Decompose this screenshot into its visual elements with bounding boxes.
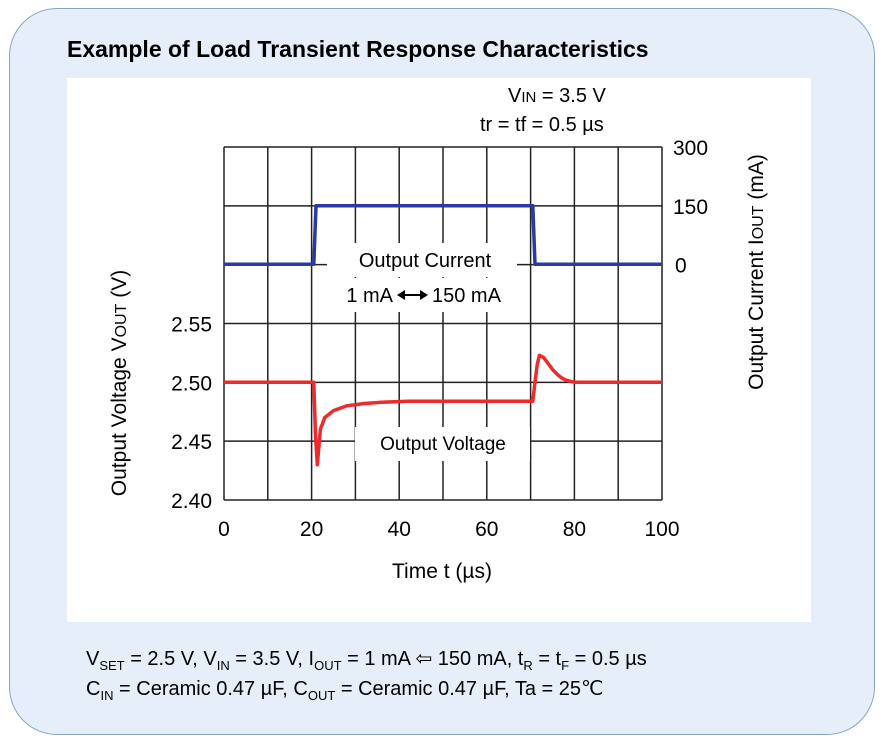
x-tick-label: 20 — [300, 518, 323, 541]
x-tick-label: 80 — [563, 518, 586, 541]
chart-panel — [67, 78, 811, 622]
current-label: Output Current — [359, 250, 492, 272]
conditions-subscript: IN — [216, 658, 230, 673]
y-right-axis-label: Output Current IOUT (mA) — [745, 154, 768, 390]
conditions-text: = Ceramic 0.47 µF, Ta = 25℃ — [335, 678, 604, 700]
y-right-tick-label: 300 — [673, 137, 708, 160]
chart-series — [224, 204, 662, 467]
x-tick-labels: 0 20 40 60 80 100 — [218, 518, 679, 541]
conditions-text: V — [86, 648, 100, 670]
conditions-subscript: OUT — [307, 688, 336, 703]
x-tick-label: 100 — [644, 518, 679, 541]
conditions-subscript: F — [561, 658, 570, 673]
conditions-text: = Ceramic 0.47 µF, C — [113, 678, 308, 700]
conditions-subscript: OUT — [314, 658, 342, 673]
y-left-tick-label: 2.55 — [171, 314, 212, 337]
double-arrow-icon — [397, 290, 428, 300]
x-tick-label: 60 — [475, 518, 498, 541]
conditions-subscript: R — [523, 658, 533, 673]
y-right-tick-label: 0 — [675, 255, 687, 278]
conditions-line-1: VSET = 2.5 V, VIN = 3.5 V, IOUT = 1 mA ⇦… — [86, 646, 647, 673]
conditions-text: = 1 mA ⇦ 150 mA, t — [341, 648, 524, 670]
vin-annotation: VIN = 3.5 V — [508, 85, 606, 107]
x-axis-label: Time t (µs) — [392, 560, 492, 583]
voltage-label-bg — [355, 427, 530, 461]
current-range-high: 150 mA — [432, 285, 502, 307]
x-tick-label: 40 — [388, 518, 411, 541]
conditions-text: = t — [532, 648, 562, 670]
y-left-tick-label: 2.45 — [171, 431, 212, 454]
y-right-tick-labels: 0 150 300 — [673, 137, 708, 278]
conditions-line-2: CIN = Ceramic 0.47 µF, COUT = Ceramic 0.… — [86, 676, 603, 703]
conditions-text: = 2.5 V, V — [124, 648, 217, 670]
tr-tf-annotation: tr = tf = 0.5 µs — [480, 114, 604, 136]
y-left-tick-labels: 2.40 2.45 2.50 2.55 — [171, 314, 212, 514]
y-left-tick-label: 2.40 — [171, 490, 212, 513]
y-left-axis-label: Output Voltage VOUT (V) — [108, 270, 131, 496]
y-left-tick-label: 2.50 — [171, 372, 212, 395]
output-voltage-line — [224, 353, 662, 467]
x-tick-label: 0 — [218, 518, 230, 541]
y-right-tick-label: 150 — [673, 196, 708, 219]
conditions-subscript: IN — [100, 688, 114, 703]
current-label-bg — [327, 243, 517, 277]
current-range-low: 1 mA — [346, 285, 393, 307]
voltage-label: Output Voltage — [380, 434, 506, 455]
conditions-text: = 3.5 V, I — [229, 648, 315, 670]
conditions-text: = 0.5 µs — [569, 648, 647, 670]
conditions-text: C — [86, 678, 101, 700]
output-current-line — [224, 204, 662, 267]
figure-title: Example of Load Transient Response Chara… — [67, 36, 649, 62]
conditions-subscript: SET — [99, 658, 125, 673]
